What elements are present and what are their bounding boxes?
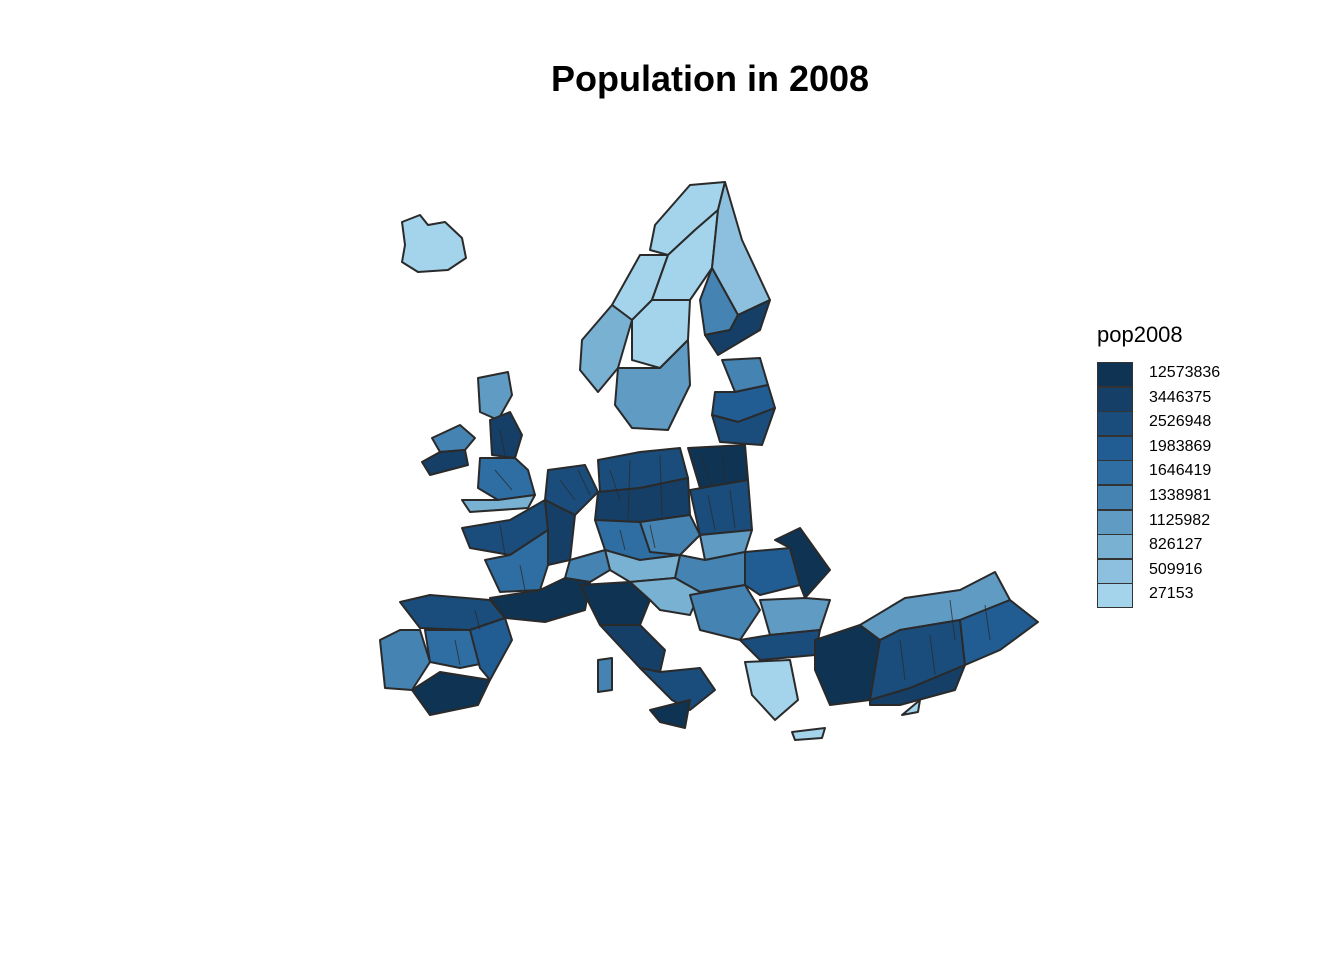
region-switzerland <box>564 549 611 583</box>
region-sicily <box>649 699 691 729</box>
legend-swatch <box>1097 558 1133 584</box>
region-greece-north <box>739 629 821 661</box>
legend-swatch <box>1097 411 1133 437</box>
region-sweden-south <box>614 339 691 431</box>
region-france-ne <box>544 499 576 566</box>
legend-swatch <box>1097 435 1133 461</box>
region-czechia <box>639 514 701 556</box>
region-scotland <box>477 371 513 421</box>
region-romania-west <box>744 547 801 596</box>
legend-swatch <box>1097 386 1133 412</box>
region-spain-east <box>469 617 513 681</box>
region-turkey-south <box>869 664 966 706</box>
region-england-north <box>489 411 523 459</box>
map-title: Population in 2008 <box>550 58 870 99</box>
region-france-center <box>484 529 549 593</box>
region-slovenia-croatia <box>629 577 701 616</box>
legend-label: 1983869 <box>1149 437 1212 455</box>
region-portugal <box>379 629 431 691</box>
legend-label: 1338981 <box>1149 487 1212 504</box>
legend-label: 826127 <box>1149 536 1203 554</box>
region-italy-south <box>639 667 716 711</box>
legend-label: 1646419 <box>1149 462 1212 480</box>
region-italy-north <box>579 581 651 626</box>
region-england-mid <box>477 457 536 501</box>
legend-label: 509916 <box>1149 560 1203 578</box>
region-ireland-north <box>431 424 476 453</box>
legend-swatch <box>1097 509 1133 535</box>
region-iceland <box>401 214 467 273</box>
region-sardinia <box>597 657 613 693</box>
legend-label: 12573836 <box>1149 364 1221 381</box>
region-turkey-east <box>959 599 1039 666</box>
legend-body: 12573836 3446375 2526948 1983869 1646419 1338… <box>1097 362 1257 609</box>
legend-label: 1125982 <box>1149 511 1211 529</box>
region-lithuania <box>711 407 776 446</box>
legend-swatch <box>1097 583 1133 609</box>
region-benelux <box>544 464 599 516</box>
region-poland-south <box>689 479 753 536</box>
region-ireland-south <box>421 449 469 476</box>
legend-swatch <box>1097 362 1133 387</box>
region-cyprus <box>901 699 921 716</box>
legend-swatch <box>1097 485 1133 510</box>
region-greece-south <box>744 659 799 721</box>
legend: pop2008 12573836 3446375 2526948 1983869 164… <box>1097 322 1257 609</box>
legend-label: 27153 <box>1149 585 1194 603</box>
legend-label: 3446375 <box>1149 388 1212 406</box>
legend-label: 2526948 <box>1149 413 1212 431</box>
region-england-south <box>461 494 536 513</box>
region-bulgaria <box>759 597 831 636</box>
region-crete <box>791 727 826 741</box>
legend-title: pop2008 <box>1097 322 1183 347</box>
region-spain-south <box>411 671 491 716</box>
region-bosnia-serbia <box>689 584 761 641</box>
legend-swatch <box>1097 534 1133 560</box>
region-finland-south <box>704 299 771 356</box>
region-italy-center <box>599 624 666 673</box>
legend-swatch <box>1097 460 1133 486</box>
